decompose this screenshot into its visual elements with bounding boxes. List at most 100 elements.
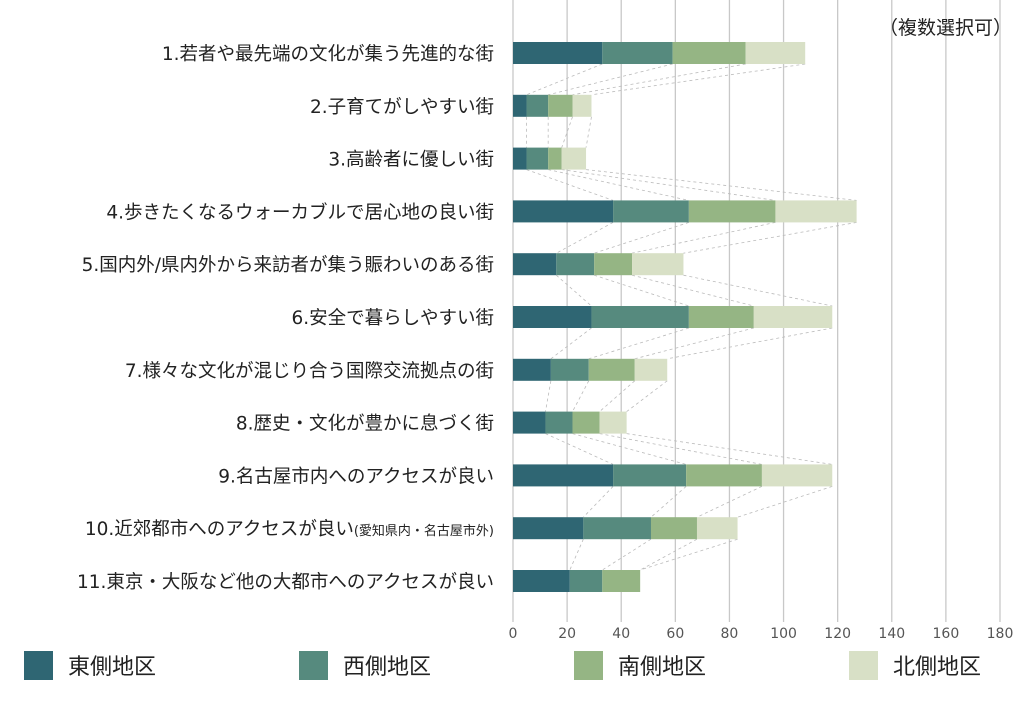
bar-segment-1-1 (513, 42, 603, 64)
category-label: 10.近郊都市へのアクセスが良い(愛知県内・名古屋市外) (85, 519, 494, 540)
x-tick-label: 120 (824, 626, 851, 642)
connector-line (640, 538, 738, 571)
category-label-text: 3.高齢者に優しい街 (328, 150, 494, 171)
connector-line (631, 222, 776, 254)
bar-segment-4-3 (561, 147, 587, 170)
bar-segment-1-9 (513, 464, 614, 487)
bar-segment-4-1 (745, 42, 806, 64)
category-labels: 1.若者や最先端の文化が集う先進的な街 2.子育てがしやすい街 3.高齢者に優しい街… (77, 44, 494, 593)
category-label-text: 9.名古屋市内へのアクセスが良い (218, 466, 494, 487)
bar-segment-4-2 (572, 94, 592, 117)
x-tick-label: 180 (987, 626, 1014, 642)
x-tick-label: 0 (509, 626, 518, 642)
bar-segment-2-2 (526, 94, 549, 117)
connector-line (650, 486, 687, 518)
bar-segment-3-10 (650, 517, 697, 540)
connector-line (683, 274, 833, 307)
x-tick-label: 20 (558, 626, 576, 642)
connector-line (569, 539, 584, 571)
legend-label: 東側地区 (68, 655, 156, 680)
category-label: 9.名古屋市内へのアクセスが良い (218, 466, 494, 487)
connector-line (583, 486, 614, 518)
category-label-text: 4.歩きたくなるウォーカブルで居心地の良い街 (106, 201, 494, 223)
connector-line (548, 169, 689, 201)
bar-segment-3-3 (548, 147, 562, 170)
bar-segment-1-11 (513, 570, 570, 592)
connector-line (737, 486, 833, 518)
category-label: 4.歩きたくなるウォーカブルで居心地の良い街 (106, 201, 494, 223)
category-label-text: 5.国内外/県内外から来訪者が集う賑わいのある街 (82, 255, 494, 276)
bar-segment-2-11 (569, 570, 603, 592)
bar-segment-4-6 (753, 306, 833, 328)
bar-segment-1-6 (513, 306, 592, 328)
connector-line (585, 116, 592, 148)
connector-line (667, 327, 833, 360)
category-label: 11.東京・大阪など他の大都市へのアクセスが良い (77, 572, 494, 593)
connector-line (556, 222, 614, 254)
bar-segment-3-5 (594, 253, 633, 276)
bar-segment-1-8 (513, 411, 546, 434)
connector-line (545, 433, 614, 465)
category-label-text: 11.東京・大阪など他の大都市へのアクセスが良い (77, 572, 494, 593)
legend-label: 南側地区 (618, 655, 706, 680)
x-tick-label: 100 (770, 626, 797, 642)
category-label-text: 10.近郊都市へのアクセスが良い (85, 519, 354, 540)
category-label-text: 1.若者や最先端の文化が集う先進的な街 (162, 44, 494, 65)
bar-segment-1-5 (513, 253, 557, 276)
bar-segment-2-5 (556, 253, 595, 276)
x-tick-label: 80 (721, 626, 739, 642)
category-label-text: 8.歴史・文化が豊かに息づく街 (236, 414, 494, 435)
connector-line (526, 169, 614, 201)
connector-lines (526, 63, 857, 571)
bar-segment-1-2 (513, 94, 527, 117)
bar-segment-3-7 (588, 358, 635, 381)
category-label: 3.高齢者に優しい街 (328, 150, 494, 171)
bar-segment-2-1 (602, 42, 673, 64)
connector-line (572, 63, 746, 96)
connector-line (594, 222, 689, 254)
bar-segment-1-10 (513, 517, 584, 540)
bar-segment-4-8 (599, 411, 627, 434)
bar-segment-2-3 (526, 147, 549, 170)
legend-swatch (299, 651, 328, 680)
bar-segment-1-4 (513, 200, 614, 223)
connector-line (626, 380, 668, 412)
bar-segment-4-10 (696, 517, 738, 540)
connector-line (639, 538, 698, 571)
category-label-text: 7.様々な文化が混じり合う国際交流拠点の街 (125, 361, 494, 382)
category-label-text: 2.子育てがしやすい街 (310, 97, 494, 118)
connector-line (550, 327, 592, 360)
connector-line (545, 380, 552, 412)
bar-segment-3-9 (686, 464, 762, 487)
connector-line (602, 538, 652, 571)
legend-label: 西側地区 (343, 655, 431, 680)
bar-segment-2-4 (613, 200, 689, 223)
bar-segment-3-4 (688, 200, 776, 223)
bar-segment-4-9 (761, 464, 833, 487)
x-tick-label: 140 (878, 626, 905, 642)
category-label: 2.子育てがしやすい街 (310, 97, 494, 118)
x-axis-ticks: 0 20 40 60 80 100 120 140 160 180 (509, 626, 1014, 642)
category-label-text: 6.安全で暮らしやすい街 (292, 308, 494, 329)
bar-segment-4-4 (775, 200, 857, 223)
category-label: 7.様々な文化が混じり合う国際交流拠点の街 (125, 361, 494, 382)
bar-segment-2-8 (545, 411, 573, 434)
connector-line (526, 63, 603, 96)
connector-line (572, 433, 687, 465)
bar-segment-4-7 (634, 358, 668, 381)
bar-segment-3-6 (688, 306, 754, 328)
bar-segment-3-11 (602, 570, 641, 592)
chart-note: （複数選択可） (879, 17, 1012, 39)
connector-line (591, 63, 806, 96)
connector-line (594, 274, 689, 307)
connector-line (599, 380, 636, 412)
category-label-suffix: (愛知県内・名古屋市外) (354, 523, 494, 539)
bar-segment-1-7 (513, 358, 551, 381)
bar-segment-4-5 (632, 253, 684, 276)
legend: 東側地区 西側地区 南側地区 北側地区 (24, 651, 981, 680)
bar-segment-3-2 (548, 94, 573, 117)
x-tick-label: 60 (666, 626, 684, 642)
bar-segment-2-9 (613, 464, 687, 487)
connector-line (631, 274, 754, 307)
